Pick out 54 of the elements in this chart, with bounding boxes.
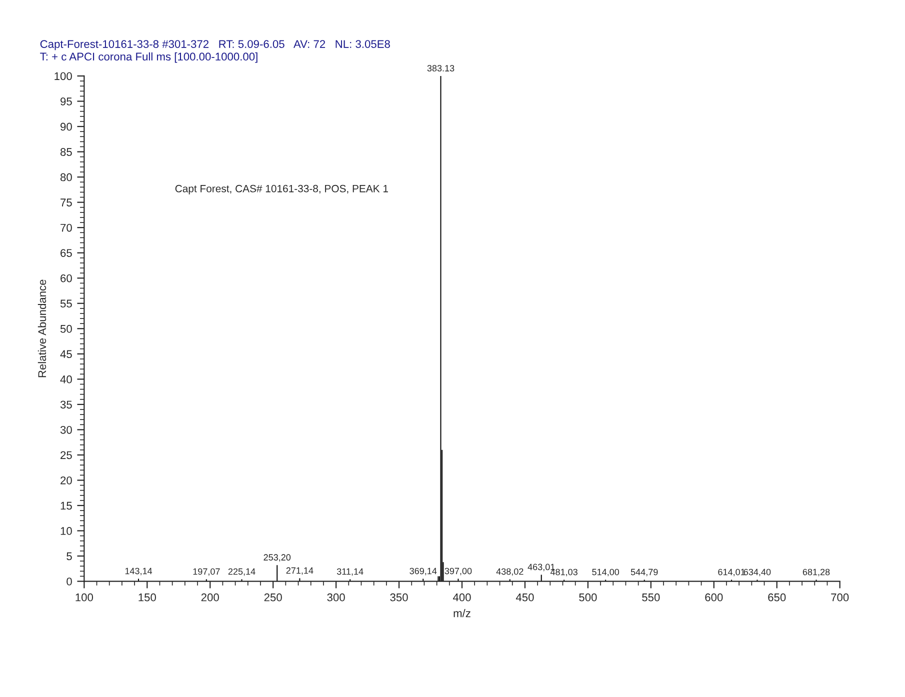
x-tick-label: 100	[76, 593, 93, 602]
x-tick-label: 600	[705, 593, 723, 602]
x-tick-label: 350	[390, 593, 408, 602]
chart-subtitle: T: + c APCI corona Full ms [100.00-1000.00]	[40, 52, 258, 63]
y-tick-label: 25	[60, 451, 72, 460]
annotation: 225,14	[228, 568, 256, 576]
annotation: 634,40	[744, 568, 771, 576]
y-tick-label: 20	[60, 476, 72, 484]
y-tick-label: 40	[60, 375, 72, 384]
x-tick-label: 650	[768, 593, 786, 602]
y-tick-label: 100	[54, 72, 72, 80]
annotation: Capt Forest, CAS# 10161-33-8, POS, PEAK 1	[175, 184, 388, 194]
y-axis-title: Relative Abundance	[38, 280, 46, 378]
y-tick-label: 5	[66, 552, 72, 560]
y-tick-label: 50	[60, 324, 72, 333]
annotation: 383.13	[427, 65, 454, 72]
y-tick-label: 70	[60, 224, 72, 232]
annotation: 681,28	[802, 568, 830, 576]
x-tick-label: 200	[201, 593, 219, 602]
y-tick-label: 95	[60, 98, 72, 106]
annotation: 514,00	[592, 568, 620, 576]
y-tick-label: 0	[66, 578, 72, 586]
y-tick-label: 30	[60, 426, 72, 434]
annotation: 271,14	[286, 567, 314, 575]
x-tick-label: 250	[264, 593, 282, 602]
annotation: 253,20	[264, 554, 291, 562]
x-tick-label: 700	[831, 593, 849, 602]
annotation: 369,14	[410, 568, 437, 576]
y-tick-label: 80	[60, 173, 72, 182]
y-tick-label: 35	[60, 400, 72, 409]
y-tick-label: 90	[60, 122, 72, 131]
chart-title: Capt-Forest-10161-33-8 #301-372 RT: 5.09-6.05 AV: 72 NL: 3.05E8	[40, 40, 390, 50]
annotation: 397,00	[444, 568, 472, 576]
annotation: 614,01	[718, 568, 745, 576]
annotation: 438,02	[496, 568, 524, 576]
y-tick-label: 15	[60, 502, 72, 510]
x-tick-label: 500	[579, 593, 597, 602]
y-tick-label: 10	[60, 527, 72, 535]
x-axis-title: m/z	[454, 609, 470, 618]
x-tick-label: 150	[138, 593, 156, 602]
y-tick-label: 45	[60, 350, 72, 358]
y-tick-label: 65	[60, 249, 72, 257]
annotation: 311,14	[336, 568, 364, 576]
annotation: 197,07	[193, 568, 220, 576]
x-tick-label: 300	[327, 593, 345, 602]
y-tick-label: 55	[60, 300, 72, 308]
y-tick-label: 85	[60, 148, 72, 156]
annotation: 143,14	[125, 568, 152, 576]
y-tick-label: 75	[60, 198, 72, 206]
y-tick-label: 60	[60, 274, 72, 282]
x-tick-label: 550	[642, 593, 660, 602]
annotation: 544,79	[630, 568, 658, 576]
x-tick-label: 400	[452, 593, 471, 602]
x-tick-label: 450	[516, 593, 534, 602]
